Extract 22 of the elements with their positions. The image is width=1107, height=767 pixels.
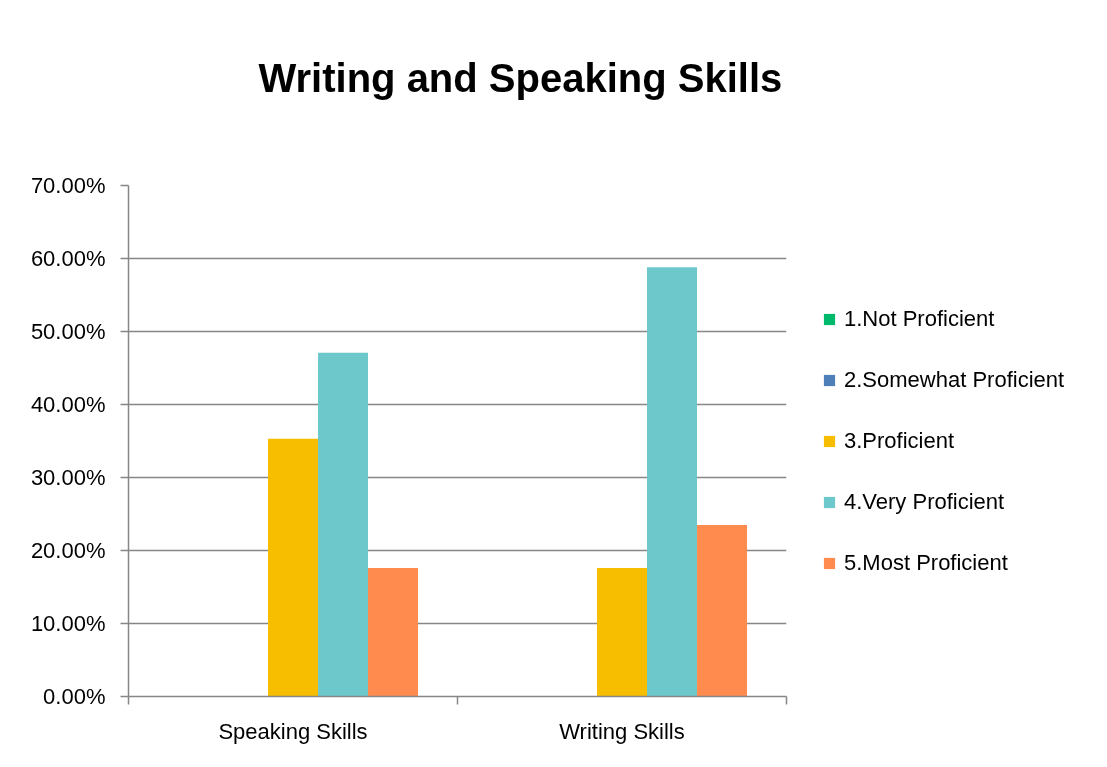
- y-tick-label: 50.00%: [30, 319, 106, 344]
- y-tick-label: 30.00%: [30, 465, 106, 490]
- legend-label: 3.Proficient: [844, 427, 955, 454]
- chart-title: Writing and Speaking Skills: [258, 55, 783, 100]
- legend-label: 4.Very Proficient: [844, 488, 1005, 515]
- legend-label: 5.Most Proficient: [844, 549, 1008, 576]
- y-tick-label: 40.00%: [30, 392, 106, 417]
- x-tick-label: Writing Skills: [559, 718, 685, 744]
- bar: [318, 352, 369, 697]
- legend-label: 2.Somewhat Proficient: [844, 366, 1065, 393]
- y-tick-label: 20.00%: [30, 538, 106, 563]
- bar: [368, 568, 419, 697]
- y-tick-label: 10.00%: [30, 611, 106, 636]
- bar: [647, 267, 698, 697]
- bar: [597, 568, 647, 697]
- bar: [697, 524, 748, 697]
- bar: [268, 438, 318, 697]
- y-tick-label: 0.00%: [43, 684, 106, 709]
- y-tick-label: 70.00%: [30, 173, 106, 198]
- y-tick-label: 60.00%: [30, 246, 106, 271]
- x-tick-label: Speaking Skills: [218, 718, 368, 744]
- legend-label: 1.Not Proficient: [844, 305, 995, 332]
